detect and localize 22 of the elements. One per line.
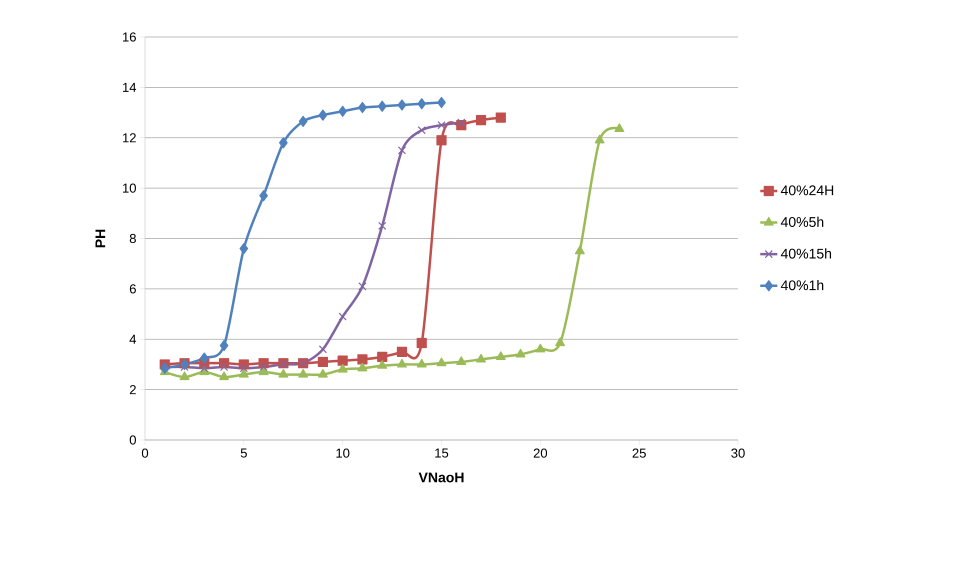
y-tick-label: 12: [123, 133, 136, 142]
legend-label: 40%5h: [780, 216, 824, 227]
x-tick-label: 25: [632, 448, 646, 458]
y-tick-label: 6: [130, 284, 136, 294]
y-tick-label: 10: [123, 184, 136, 193]
legend-label: 40%1h: [780, 280, 824, 290]
y-tick-label: 8: [130, 234, 136, 244]
x-tick-label: 30: [731, 448, 745, 458]
y-tick-label: 16: [123, 32, 136, 42]
y-tick-label: 14: [123, 82, 136, 92]
x-tick-label: 5: [240, 448, 247, 458]
legend-label: 40%15h: [780, 248, 832, 259]
y-tick-label: 2: [130, 385, 136, 394]
y-tick-label: 0: [130, 435, 136, 445]
x-tick-label: 0: [142, 448, 148, 458]
x-axis-title: VNaoH: [418, 472, 464, 482]
x-tick-label: 20: [534, 448, 548, 458]
x-tick-label: 15: [435, 448, 448, 458]
y-tick-label: 4: [130, 334, 136, 344]
legend-label: 40%24H: [780, 185, 834, 196]
y-axis-title: PH: [96, 230, 106, 248]
x-tick-label: 10: [336, 448, 350, 458]
